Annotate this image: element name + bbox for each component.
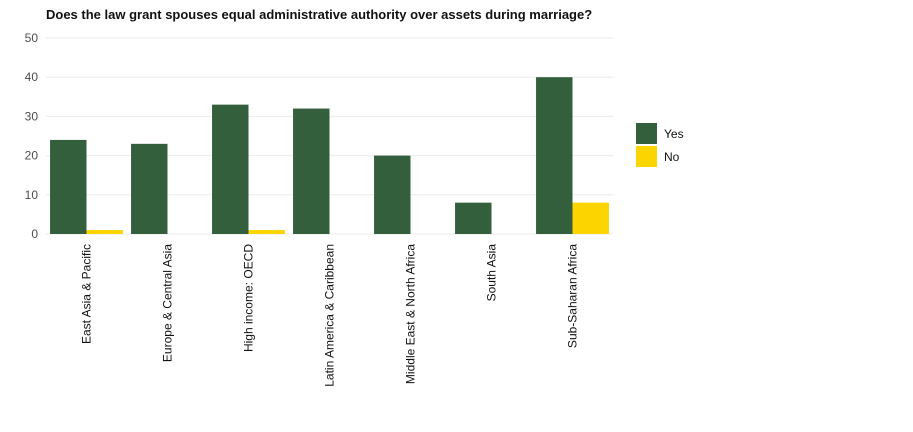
bar-no-7 — [572, 202, 609, 234]
x-category-label: Middle East & North Africa — [404, 244, 418, 384]
x-category-label: East Asia & Pacific — [80, 244, 94, 344]
bar-yes-7 — [536, 77, 573, 234]
x-category-label: Latin America & Caribbean — [323, 244, 337, 387]
y-tick-label: 10 — [25, 188, 39, 202]
legend-swatch-yes — [636, 123, 657, 144]
legend-swatch-no — [636, 146, 657, 167]
y-tick-label: 50 — [25, 31, 39, 45]
x-category-label: Europe & Central Asia — [161, 244, 175, 362]
x-axis-category-labels: East Asia & Pacific Europe & Central Asia… — [80, 244, 580, 387]
bar-no-3 — [248, 230, 285, 234]
bar-yes-3 — [212, 104, 249, 234]
y-axis-tick-labels: 0 10 20 30 40 50 — [25, 31, 39, 241]
bar-yes-5 — [374, 155, 411, 234]
x-category-label: High income: OECD — [242, 244, 256, 352]
y-tick-label: 40 — [25, 70, 39, 84]
bars — [50, 77, 609, 234]
legend-label-no: No — [664, 150, 680, 164]
y-tick-label: 30 — [25, 109, 39, 123]
x-category-label: Sub-Saharan Africa — [566, 244, 580, 348]
chart-title: Does the law grant spouses equal adminis… — [46, 7, 592, 22]
x-category-label: South Asia — [485, 244, 499, 302]
bar-yes-2 — [131, 143, 168, 234]
legend: Yes No — [636, 123, 684, 167]
y-tick-label: 0 — [31, 227, 38, 241]
bar-yes-4 — [293, 108, 330, 234]
legend-label-yes: Yes — [664, 127, 684, 141]
bar-yes-6 — [455, 202, 492, 234]
bar-yes-1 — [50, 139, 87, 234]
y-tick-label: 20 — [25, 149, 39, 163]
bar-no-1 — [86, 230, 123, 234]
